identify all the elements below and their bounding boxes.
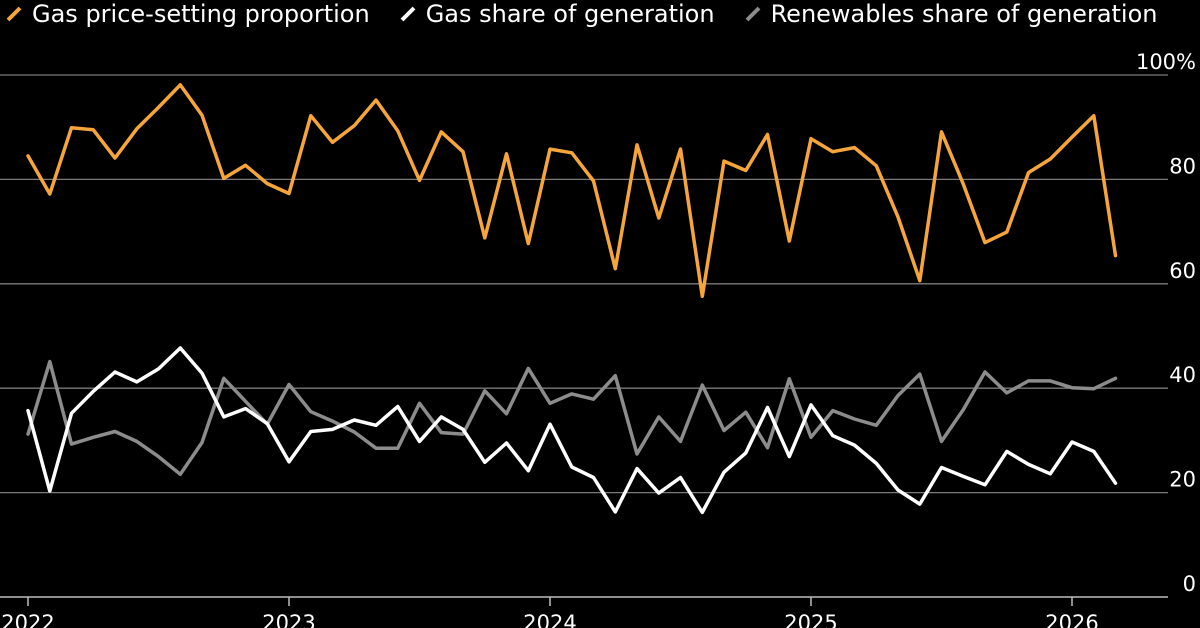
y-tick-label-0: 0 <box>1183 572 1196 596</box>
series-line-gas-share <box>26 346 1118 515</box>
series-line-renewables-share <box>26 359 1118 477</box>
x-tick-label-2022: 2022 <box>1 611 54 628</box>
legend-swatch-gas-price-setting-icon <box>6 6 22 22</box>
x-axis: 2022 2023 2024 2025 2026 <box>0 596 1168 628</box>
legend-swatch-gas-share-icon <box>400 6 416 22</box>
gridlines <box>0 74 1168 494</box>
y-tick-label-80: 80 <box>1169 154 1196 178</box>
x-tick-label-2025: 2025 <box>784 611 837 628</box>
legend-label-gas-price-setting: Gas price-setting proportion <box>32 0 370 28</box>
legend-label-renewables-share: Renewables share of generation <box>770 0 1158 28</box>
legend-label-gas-share: Gas share of generation <box>425 0 715 28</box>
legend-swatch-renewables-share-icon <box>745 6 761 22</box>
y-tick-label-60: 60 <box>1169 259 1196 283</box>
y-tick-label-40: 40 <box>1169 363 1196 387</box>
legend-item-gas-price-setting[interactable]: Gas price-setting proportion <box>6 0 370 28</box>
legend-item-gas-share[interactable]: Gas share of generation <box>400 0 715 28</box>
x-tick-label-2024: 2024 <box>523 611 576 628</box>
legend-item-renewables-share[interactable]: Renewables share of generation <box>745 0 1158 28</box>
legend: Gas price-setting proportion Gas share o… <box>0 0 1200 28</box>
x-tick-label-2026: 2026 <box>1045 611 1098 628</box>
y-tick-label-20: 20 <box>1169 468 1196 492</box>
series-line-gas-price-setting <box>26 83 1118 299</box>
series-layer <box>26 83 1118 515</box>
y-tick-label-100: 100% <box>1136 50 1196 74</box>
y-axis: 100% 80 60 40 20 0 <box>1136 50 1196 596</box>
x-tick-label-2023: 2023 <box>262 611 315 628</box>
